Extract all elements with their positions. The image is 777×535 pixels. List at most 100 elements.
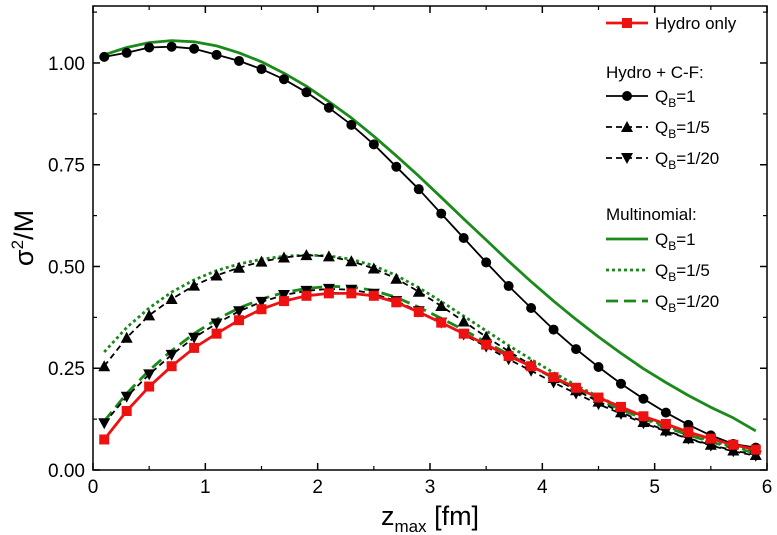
legend-label: QB=1 [655,230,696,253]
data-point [346,119,357,130]
legend-group-cf: Hydro + C-F: [606,63,704,82]
data-point [593,362,604,373]
legend-marker [622,91,632,101]
legend-entry-0: Hydro only [606,14,737,33]
legend: Hydro only Hydro + C-F: QB=1 QB=1/5 QB=1/20 M… [606,14,737,315]
data-point [480,330,493,342]
y-tick-label: 1.00 [48,54,85,75]
y-tick-label: 0.50 [48,257,85,278]
data-point [144,381,155,392]
data-point [256,64,267,75]
legend-label: QB=1/20 [655,149,719,172]
x-axis-title-unit: [fm] [427,501,480,531]
x-tick-label: 1 [200,477,211,498]
data-point [166,361,177,372]
data-point [683,427,694,438]
series-1 [99,41,761,453]
data-point [368,139,379,150]
data-point [435,299,448,311]
data-point [750,444,761,455]
x-axis-title-sub: max [394,517,427,535]
data-point [368,290,379,301]
series-4 [103,39,757,433]
data-point [301,87,312,98]
legend-entry-5: QB=1/5 [606,261,710,284]
data-point [98,418,111,430]
data-point [188,279,201,291]
series-line-4 [103,39,757,433]
data-point [345,255,358,267]
data-point [638,393,649,404]
x-tick-label: 3 [425,477,436,498]
data-point [458,233,469,243]
series-line-0 [103,291,757,451]
data-point [301,290,312,301]
legend-label: QB=1/5 [655,118,710,141]
data-point [300,249,313,261]
x-tick-label: 0 [88,477,99,498]
data-point [99,434,110,445]
data-point [526,361,537,372]
x-tick-label: 5 [649,477,660,498]
y-axis-title-main: σ [9,249,39,266]
y-tick-label: 0.25 [48,359,85,380]
data-point [233,261,246,273]
legend-entry-3: QB=1/20 [606,149,719,172]
data-point [165,293,178,305]
data-point [503,351,514,362]
y-axis-title: σ2/M [8,210,39,266]
data-point [728,439,739,450]
data-point [412,285,425,297]
data-point [526,303,537,314]
data-point [413,184,424,195]
legend-entry-4: QB=1 [606,230,696,253]
x-axis-title: zmax [fm] [381,501,479,535]
data-point [390,272,403,284]
data-point [323,102,334,113]
data-point [593,392,604,403]
data-point [659,426,672,438]
data-point [457,315,470,327]
data-point [144,42,155,53]
data-point [503,281,514,292]
data-point [548,372,559,383]
data-point [234,315,245,326]
legend-entry-6: QB=1/20 [606,292,719,315]
x-axis-title-main: z [381,501,395,531]
x-tick-label: 2 [312,477,323,498]
data-point [210,269,223,281]
y-tick-label: 0.00 [48,461,85,482]
data-point [571,382,582,393]
data-point [233,306,246,318]
data-point [323,288,334,299]
data-point [660,407,671,418]
legend-label: QB=1/5 [655,261,710,284]
y-axis-title-sup: 2 [8,240,27,249]
data-point [278,296,289,307]
legend-entry-1: QB=1 [606,87,696,110]
data-point [277,251,290,263]
data-point [121,405,132,416]
data-point [436,317,447,328]
data-point [120,331,133,343]
series-0 [99,288,761,455]
data-point [571,344,582,355]
data-point [322,250,335,262]
legend-marker [621,153,633,164]
legend-label: QB=1/20 [655,292,719,315]
data-point [548,324,559,335]
data-point [705,433,716,444]
data-point [391,297,402,308]
data-point [99,51,110,62]
data-point [255,296,268,308]
plot-area [98,39,762,462]
data-point [120,391,133,403]
data-point [346,288,357,299]
series-line-3 [103,287,756,457]
data-point [458,328,469,339]
data-point [391,161,402,172]
data-point [143,309,156,321]
x-tick-label: 6 [762,477,773,498]
data-point [211,49,222,60]
